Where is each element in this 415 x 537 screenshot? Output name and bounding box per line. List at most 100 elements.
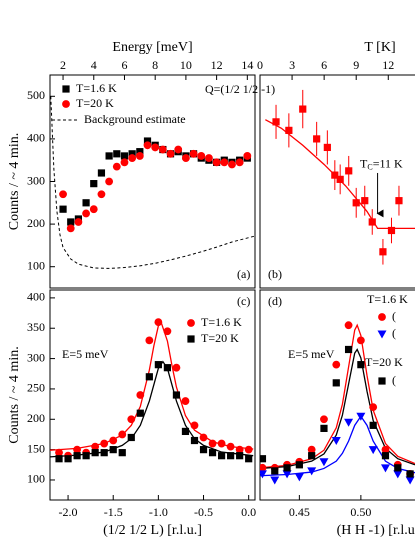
- y-axis-title: Counts / ~ 4 min.: [7, 133, 22, 230]
- data-point: [271, 467, 279, 475]
- legend-label: T=1.6 K: [201, 315, 242, 329]
- legend-label: T=20 K: [201, 331, 239, 345]
- background-line: [50, 96, 255, 269]
- data-point: [368, 446, 378, 455]
- data-point: [118, 449, 126, 457]
- x-tick-label: 12: [382, 58, 394, 72]
- data-point: [243, 152, 252, 160]
- legend-label: (: [392, 373, 396, 387]
- data-point: [320, 424, 328, 432]
- data-point: [205, 154, 213, 162]
- x-tick-label: 10: [180, 58, 192, 72]
- data-point: [158, 145, 167, 154]
- data-point: [235, 445, 244, 454]
- data-point: [260, 470, 267, 479]
- data-point: [64, 455, 72, 463]
- data-point: [295, 461, 303, 469]
- data-point: [369, 421, 377, 429]
- data-point: [294, 473, 304, 482]
- data-point: [368, 218, 376, 226]
- data-point: [332, 360, 341, 369]
- plot-frame: [49, 289, 256, 501]
- y-tick-label: 500: [27, 88, 45, 102]
- annotation: Q=(1/2 1/2 -1): [205, 82, 275, 96]
- data-point: [135, 152, 144, 160]
- data-point: [127, 433, 135, 442]
- data-point: [189, 149, 198, 158]
- annotation: E=5 meV: [288, 347, 335, 361]
- data-point: [406, 470, 414, 478]
- data-point: [270, 476, 280, 485]
- data-point: [307, 467, 317, 476]
- data-point: [369, 403, 378, 412]
- data-point: [331, 171, 339, 179]
- data-point: [336, 175, 344, 183]
- data-point: [381, 452, 390, 460]
- data-point: [55, 455, 63, 463]
- legend-swatch: [62, 85, 70, 93]
- data-point: [344, 345, 353, 354]
- legend-label: (: [392, 326, 396, 340]
- x-tick-label: 3: [289, 58, 295, 72]
- data-point: [181, 397, 190, 405]
- legend-swatch: [187, 335, 195, 343]
- x-tick-label: 4: [91, 58, 97, 72]
- legend-swatch: [378, 313, 386, 321]
- data-point: [82, 452, 90, 460]
- y-tick-label: 300: [27, 350, 45, 364]
- data-point: [136, 391, 145, 399]
- data-point: [112, 162, 121, 171]
- data-point: [208, 449, 217, 457]
- data-point: [381, 445, 390, 454]
- data-point: [105, 177, 114, 186]
- x-tick-label: 0.50: [350, 505, 371, 519]
- data-point: [127, 415, 136, 424]
- y-tick-label: 300: [27, 173, 45, 187]
- data-point: [145, 336, 154, 345]
- data-point: [109, 446, 117, 454]
- data-point: [166, 149, 175, 158]
- data-point: [283, 464, 291, 472]
- y-tick-label: 400: [27, 131, 45, 145]
- data-point: [345, 167, 353, 175]
- data-point: [190, 436, 199, 445]
- data-point: [405, 476, 415, 485]
- x-axis-title: (1/2 1/2 L) [r.l.u.]: [103, 523, 202, 537]
- plot-area: [260, 321, 415, 485]
- legend-label: Background estimate: [84, 112, 186, 126]
- data-point: [181, 427, 190, 436]
- data-point: [260, 455, 267, 463]
- legend-label: (: [392, 309, 396, 323]
- annotation: E=5 meV: [62, 347, 109, 361]
- x-tick-label: 8: [152, 58, 158, 72]
- data-point: [73, 452, 81, 460]
- data-point: [55, 448, 63, 457]
- x-tick-label: 12: [211, 58, 223, 72]
- data-point: [91, 449, 99, 457]
- data-point: [100, 449, 108, 457]
- data-point: [356, 412, 366, 421]
- data-point: [154, 318, 163, 327]
- data-point: [308, 452, 316, 460]
- data-point: [90, 180, 98, 188]
- data-point: [387, 226, 396, 235]
- y-tick-label: 200: [27, 216, 45, 230]
- data-point: [236, 452, 244, 460]
- x-tick-label: 9: [353, 58, 359, 72]
- data-point: [190, 421, 199, 430]
- data-point: [380, 464, 390, 473]
- y-axis-title: Counts / ~ 4 min.: [7, 346, 22, 443]
- data-point: [245, 455, 253, 463]
- data-point: [105, 152, 113, 160]
- data-point: [319, 458, 329, 467]
- data-point: [344, 321, 353, 330]
- data-point: [197, 152, 206, 160]
- x-tick-label: 0.0: [241, 505, 256, 519]
- data-point: [361, 197, 369, 205]
- data-point: [74, 218, 83, 226]
- panel-label: (c): [237, 294, 250, 308]
- x-tick-label: 2: [60, 58, 66, 72]
- data-point: [199, 433, 208, 442]
- plot-area: [50, 318, 254, 463]
- data-point: [67, 218, 75, 226]
